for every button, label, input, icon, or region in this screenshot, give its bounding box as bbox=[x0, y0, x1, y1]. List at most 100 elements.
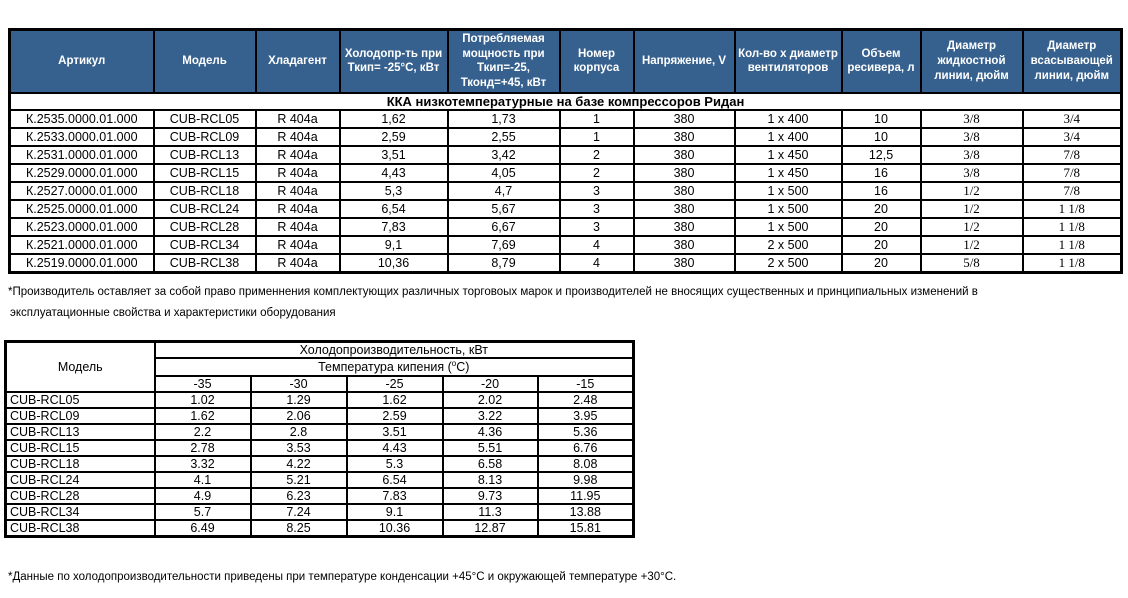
table-row: К.2529.0000.01.000 CUB-RCL15 R 404a 4,43 4,0… bbox=[8, 162, 1123, 183]
cell: 2.06 bbox=[249, 407, 348, 425]
table-row: CUB-RCL18 3.32 4.22 5.3 6.58 8.08 bbox=[4, 455, 635, 473]
cell: 3/8 bbox=[919, 108, 1024, 129]
cell: R 404a bbox=[254, 144, 341, 165]
cell: 1.02 bbox=[153, 391, 252, 409]
cell: К.2523.0000.01.000 bbox=[8, 216, 155, 237]
capacity-table: Модель Холодопроизводительность, кВт Тем… bbox=[4, 340, 636, 538]
cell: 1 1/8 bbox=[1021, 198, 1123, 219]
cell: R 404a bbox=[254, 198, 341, 219]
column-header-fans: Кол-во х диаметр вентиляторов bbox=[733, 28, 843, 94]
cell: 8.08 bbox=[536, 455, 635, 473]
cell: 10.36 bbox=[345, 519, 444, 538]
cell: 20 bbox=[840, 252, 922, 274]
cell: 1 x 400 bbox=[733, 126, 843, 147]
cell: 1 bbox=[558, 126, 635, 147]
table-row: CUB-RCL09 1.62 2.06 2.59 3.22 3.95 bbox=[4, 407, 635, 425]
products-table-header: Артикул Модель Хладагент Холодопр-ть при… bbox=[8, 28, 1123, 94]
cell: К.2519.0000.01.000 bbox=[8, 252, 155, 274]
header-row: Артикул Модель Хладагент Холодопр-ть при… bbox=[8, 28, 1123, 94]
cell: CUB-RCL18 bbox=[4, 455, 156, 473]
cell: 3/4 bbox=[1021, 126, 1123, 147]
table-section-title-row: ККА низкотемпературные на базе компрессо… bbox=[8, 91, 1123, 111]
cell: 10 bbox=[840, 108, 922, 129]
cell: 380 bbox=[632, 216, 736, 237]
cell: 10 bbox=[840, 126, 922, 147]
cell: 4.43 bbox=[345, 439, 444, 457]
cell: 1,62 bbox=[338, 108, 449, 129]
column-header-liquid-line-diameter: Диаметр жидкостной линии, дюйм bbox=[919, 28, 1024, 94]
cell: 2,55 bbox=[446, 126, 561, 147]
cell: 9,1 bbox=[338, 234, 449, 255]
cell: 1 1/8 bbox=[1021, 216, 1123, 237]
table-row: CUB-RCL28 4.9 6.23 7.83 9.73 11.95 bbox=[4, 487, 635, 505]
cell: CUB-RCL38 bbox=[152, 252, 257, 274]
temp-tick--15: -15 bbox=[536, 375, 635, 393]
cell: 1.29 bbox=[249, 391, 348, 409]
cell: 380 bbox=[632, 108, 736, 129]
cell: 2.59 bbox=[345, 407, 444, 425]
cell: 4.1 bbox=[153, 471, 252, 489]
cell: 7.24 bbox=[249, 503, 348, 521]
cell: 2 x 500 bbox=[733, 252, 843, 274]
cell: CUB-RCL05 bbox=[4, 391, 156, 409]
column-header-power-consumption: Потребляемая мощность при Ткип=-25, Ткон… bbox=[446, 28, 561, 94]
cell: 2.48 bbox=[536, 391, 635, 409]
cell: К.2531.0000.01.000 bbox=[8, 144, 155, 165]
table-row: CUB-RCL15 2.78 3.53 4.43 5.51 6.76 bbox=[4, 439, 635, 457]
cell: 4.22 bbox=[249, 455, 348, 473]
cell: 2.02 bbox=[441, 391, 539, 409]
cell: CUB-RCL15 bbox=[152, 162, 257, 183]
cell: 4.9 bbox=[153, 487, 252, 505]
cell: R 404a bbox=[254, 252, 341, 274]
cell: 1/2 bbox=[919, 234, 1024, 255]
products-table-body: ККА низкотемпературные на базе компрессо… bbox=[8, 91, 1123, 274]
cell: 1/2 bbox=[919, 216, 1024, 237]
cell: К.2529.0000.01.000 bbox=[8, 162, 155, 183]
cell: 2 x 500 bbox=[733, 234, 843, 255]
cell: 7/8 bbox=[1021, 162, 1123, 183]
table-row: К.2527.0000.01.000 CUB-RCL18 R 404a 5,3 4,7 3… bbox=[8, 180, 1123, 201]
cell: 7,69 bbox=[446, 234, 561, 255]
boiling-temperature-text: Температура кипения ( bbox=[318, 360, 452, 374]
cell: CUB-RCL09 bbox=[152, 126, 257, 147]
cell: 380 bbox=[632, 126, 736, 147]
cell: 1,73 bbox=[446, 108, 561, 129]
capacity-group-header: Холодопроизводительность, кВт bbox=[153, 340, 635, 359]
cell: 4.36 bbox=[441, 423, 539, 441]
column-header-refrigerant: Хладагент bbox=[254, 28, 341, 94]
cell: 3 bbox=[558, 216, 635, 237]
cell: 7/8 bbox=[1021, 144, 1123, 165]
cell: 7.83 bbox=[345, 487, 444, 505]
column-header-cooling-capacity: Холодопр-ть при Ткип= -25°С, кВт bbox=[338, 28, 449, 94]
cell: 6,54 bbox=[338, 198, 449, 219]
cell: 1 bbox=[558, 108, 635, 129]
cell: 4 bbox=[558, 252, 635, 274]
cell: 1.62 bbox=[345, 391, 444, 409]
capacity-table-header: Модель Холодопроизводительность, кВт Тем… bbox=[4, 340, 635, 393]
cell: 7,83 bbox=[338, 216, 449, 237]
cell: R 404a bbox=[254, 108, 341, 129]
cell: 3.51 bbox=[345, 423, 444, 441]
cell: CUB-RCL28 bbox=[152, 216, 257, 237]
cell: 3/8 bbox=[919, 144, 1024, 165]
cell: 2.78 bbox=[153, 439, 252, 457]
cell: R 404a bbox=[254, 180, 341, 201]
cell: R 404a bbox=[254, 126, 341, 147]
column-header-receiver-volume: Объем ресивера, л bbox=[840, 28, 922, 94]
cell: 12.87 bbox=[441, 519, 539, 538]
cell: 380 bbox=[632, 234, 736, 255]
column-header-article: Артикул bbox=[8, 28, 155, 94]
cell: 4,05 bbox=[446, 162, 561, 183]
cell: 3 bbox=[558, 180, 635, 201]
table-row: К.2519.0000.01.000 CUB-RCL38 R 404a 10,36 8,… bbox=[8, 252, 1123, 274]
cell: К.2521.0000.01.000 bbox=[8, 234, 155, 255]
cell: 3/8 bbox=[919, 126, 1024, 147]
cell: 2 bbox=[558, 162, 635, 183]
manufacturer-footnote-line2: эксплуатационные свойства и характеристи… bbox=[10, 306, 336, 319]
cell: 8.25 bbox=[249, 519, 348, 538]
cell: 4,7 bbox=[446, 180, 561, 201]
column-header-model: Модель bbox=[152, 28, 257, 94]
capacity-footnote: *Данные по холодопроизводительности прив… bbox=[8, 571, 677, 583]
cell: 2 bbox=[558, 144, 635, 165]
